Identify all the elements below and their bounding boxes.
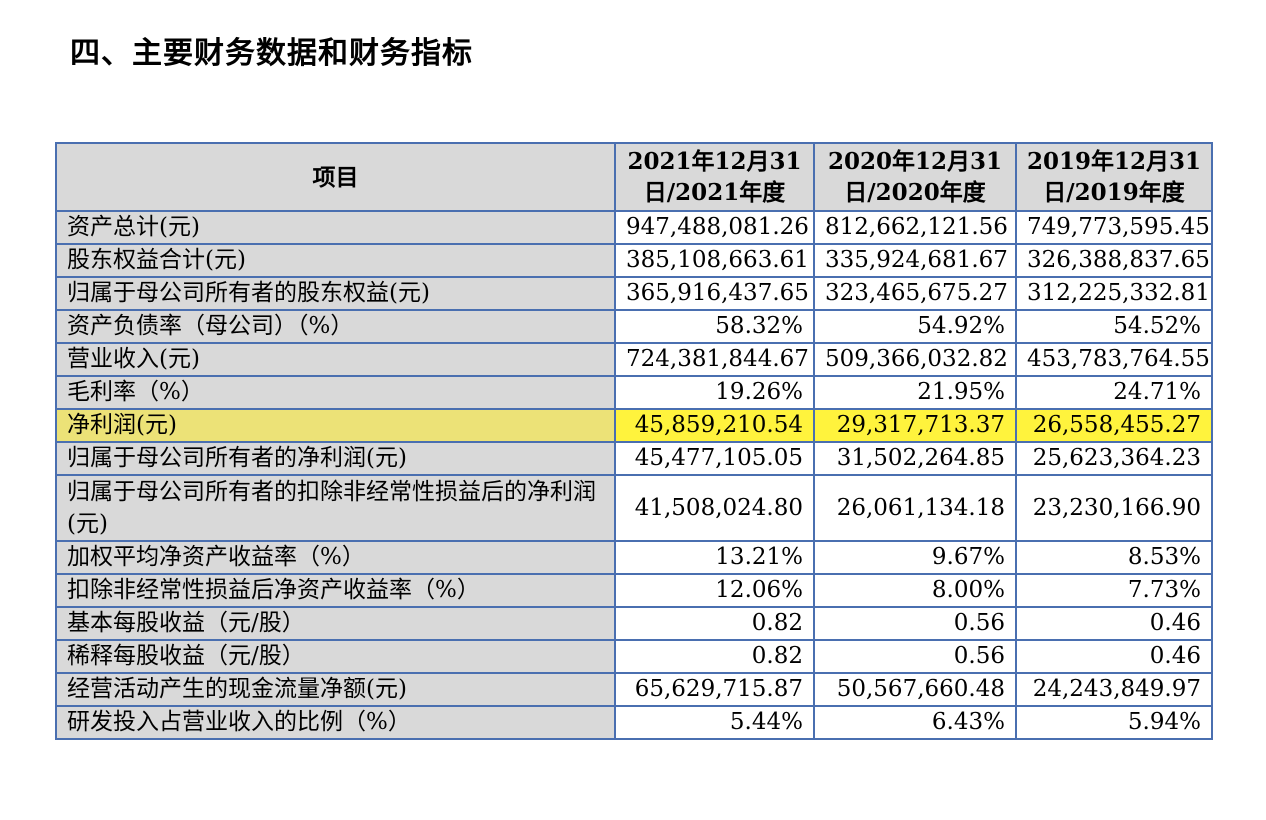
value-2021: 13.21% bbox=[614, 540, 815, 575]
row-label: 归属于母公司所有者的扣除非经常性损益后的净利润(元) bbox=[55, 474, 616, 542]
value-2020: 26,061,134.18 bbox=[813, 474, 1017, 542]
value-2021: 0.82 bbox=[614, 639, 815, 674]
value-2021: 65,629,715.87 bbox=[614, 672, 815, 707]
row-label: 毛利率（%） bbox=[55, 375, 616, 410]
value-2021: 385,108,663.61 bbox=[614, 243, 815, 278]
value-2020: 9.67% bbox=[813, 540, 1017, 575]
row-label: 归属于母公司所有者的股东权益(元) bbox=[55, 276, 616, 311]
header-2019: 2019年12月31 日/2019年度 bbox=[1015, 142, 1213, 212]
value-2021: 58.32% bbox=[614, 309, 815, 344]
table-row: 归属于母公司所有者的净利润(元) 45,477,105.05 31,502,26… bbox=[55, 441, 1213, 476]
value-2020: 323,465,675.27 bbox=[813, 276, 1017, 311]
value-2020: 8.00% bbox=[813, 573, 1017, 608]
value-2020: 812,662,121.56 bbox=[813, 210, 1017, 245]
row-label: 稀释每股收益（元/股） bbox=[55, 639, 616, 674]
value-2020: 54.92% bbox=[813, 309, 1017, 344]
value-2021: 45,477,105.05 bbox=[614, 441, 815, 476]
value-2019: 326,388,837.65 bbox=[1015, 243, 1213, 278]
page-title: 四、主要财务数据和财务指标 bbox=[70, 36, 473, 71]
value-2019: 25,623,364.23 bbox=[1015, 441, 1213, 476]
value-2019: 312,225,332.81 bbox=[1015, 276, 1213, 311]
financial-data-table: 项目 2021年12月31 日/2021年度 2020年12月31 日/2020年度… bbox=[55, 142, 1213, 740]
value-2021: 0.82 bbox=[614, 606, 815, 641]
value-2020: 6.43% bbox=[813, 705, 1017, 740]
value-2020: 335,924,681.67 bbox=[813, 243, 1017, 278]
value-2019: 0.46 bbox=[1015, 606, 1213, 641]
value-2019: 5.94% bbox=[1015, 705, 1213, 740]
row-label: 资产总计(元) bbox=[55, 210, 616, 245]
value-2021: 19.26% bbox=[614, 375, 815, 410]
value-2020: 509,366,032.82 bbox=[813, 342, 1017, 377]
row-label: 基本每股收益（元/股） bbox=[55, 606, 616, 641]
table-row: 股东权益合计(元) 385,108,663.61 335,924,681.67 … bbox=[55, 243, 1213, 278]
value-2021: 5.44% bbox=[614, 705, 815, 740]
value-2021: 12.06% bbox=[614, 573, 815, 608]
value-2020: 31,502,264.85 bbox=[813, 441, 1017, 476]
table-row: 归属于母公司所有者的扣除非经常性损益后的净利润(元) 41,508,024.80… bbox=[55, 474, 1213, 542]
header-2020: 2020年12月31 日/2020年度 bbox=[813, 142, 1017, 212]
value-2019: 7.73% bbox=[1015, 573, 1213, 608]
value-2021: 365,916,437.65 bbox=[614, 276, 815, 311]
value-2019: 24.71% bbox=[1015, 375, 1213, 410]
value-2019: 453,783,764.55 bbox=[1015, 342, 1213, 377]
value-2019: 0.46 bbox=[1015, 639, 1213, 674]
row-label: 资产负债率（母公司）（%） bbox=[55, 309, 616, 344]
value-2021: 947,488,081.26 bbox=[614, 210, 815, 245]
row-label: 经营活动产生的现金流量净额(元) bbox=[55, 672, 616, 707]
table-header-row: 项目 2021年12月31 日/2021年度 2020年12月31 日/2020年度… bbox=[55, 142, 1213, 212]
row-label: 加权平均净资产收益率（%） bbox=[55, 540, 616, 575]
table-row: 基本每股收益（元/股） 0.82 0.56 0.46 bbox=[55, 606, 1213, 641]
value-2019: 26,558,455.27 bbox=[1015, 408, 1213, 443]
table-row: 经营活动产生的现金流量净额(元) 65,629,715.87 50,567,66… bbox=[55, 672, 1213, 707]
value-2020: 0.56 bbox=[813, 639, 1017, 674]
value-2019: 8.53% bbox=[1015, 540, 1213, 575]
row-label: 扣除非经常性损益后净资产收益率（%） bbox=[55, 573, 616, 608]
row-label: 归属于母公司所有者的净利润(元) bbox=[55, 441, 616, 476]
value-2020: 50,567,660.48 bbox=[813, 672, 1017, 707]
value-2020: 29,317,713.37 bbox=[813, 408, 1017, 443]
row-label: 净利润(元) bbox=[55, 408, 616, 443]
row-label: 股东权益合计(元) bbox=[55, 243, 616, 278]
table-row: 毛利率（%） 19.26% 21.95% 24.71% bbox=[55, 375, 1213, 410]
table-row: 扣除非经常性损益后净资产收益率（%） 12.06% 8.00% 7.73% bbox=[55, 573, 1213, 608]
table-row: 资产总计(元) 947,488,081.26 812,662,121.56 74… bbox=[55, 210, 1213, 245]
value-2019: 24,243,849.97 bbox=[1015, 672, 1213, 707]
row-label: 营业收入(元) bbox=[55, 342, 616, 377]
table-row: 加权平均净资产收益率（%） 13.21% 9.67% 8.53% bbox=[55, 540, 1213, 575]
header-2021: 2021年12月31 日/2021年度 bbox=[614, 142, 815, 212]
row-label: 研发投入占营业收入的比例（%） bbox=[55, 705, 616, 740]
table-row: 资产负债率（母公司）（%） 58.32% 54.92% 54.52% bbox=[55, 309, 1213, 344]
table-row: 归属于母公司所有者的股东权益(元) 365,916,437.65 323,465… bbox=[55, 276, 1213, 311]
value-2021: 724,381,844.67 bbox=[614, 342, 815, 377]
value-2020: 21.95% bbox=[813, 375, 1017, 410]
table-row: 稀释每股收益（元/股） 0.82 0.56 0.46 bbox=[55, 639, 1213, 674]
value-2021: 41,508,024.80 bbox=[614, 474, 815, 542]
table-row: 营业收入(元) 724,381,844.67 509,366,032.82 45… bbox=[55, 342, 1213, 377]
value-2021: 45,859,210.54 bbox=[614, 408, 815, 443]
value-2019: 749,773,595.45 bbox=[1015, 210, 1213, 245]
table-row: 研发投入占营业收入的比例（%） 5.44% 6.43% 5.94% bbox=[55, 705, 1213, 740]
table-row-highlighted: 净利润(元) 45,859,210.54 29,317,713.37 26,55… bbox=[55, 408, 1213, 443]
value-2019: 23,230,166.90 bbox=[1015, 474, 1213, 542]
value-2019: 54.52% bbox=[1015, 309, 1213, 344]
value-2020: 0.56 bbox=[813, 606, 1017, 641]
header-item: 项目 bbox=[55, 142, 616, 212]
